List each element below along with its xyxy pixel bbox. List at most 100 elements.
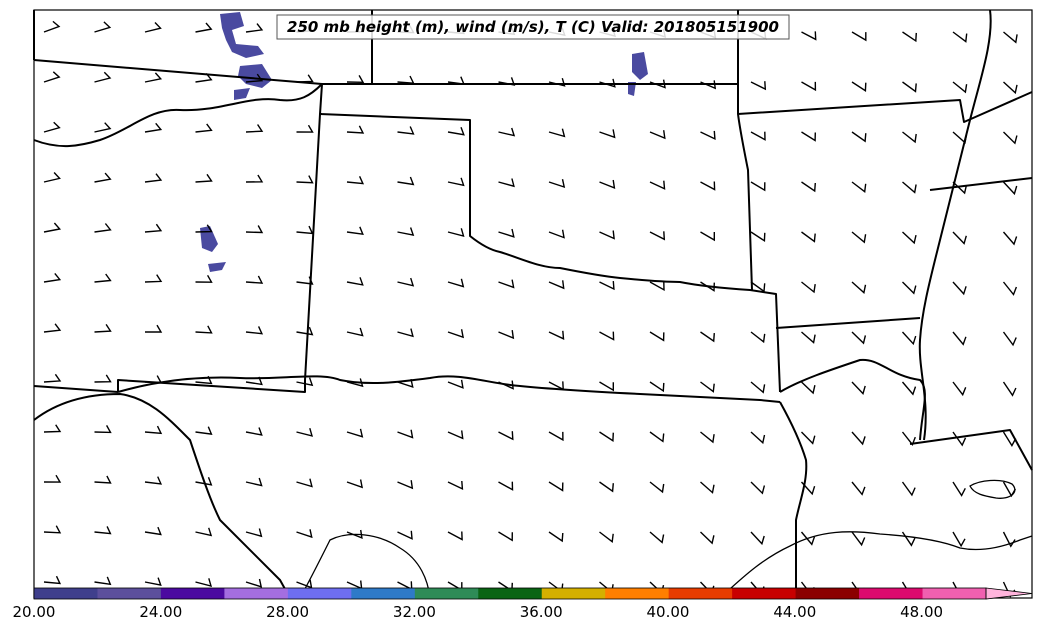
wind-barb xyxy=(447,76,466,85)
wind-barb xyxy=(498,77,516,86)
wind-barb xyxy=(144,274,163,283)
wind-barb xyxy=(700,481,715,494)
wind-barb xyxy=(548,128,566,138)
wind-barb xyxy=(296,124,314,133)
wind-barb xyxy=(851,431,866,446)
wind-barb xyxy=(800,531,816,546)
wind-barb xyxy=(599,281,615,291)
wind-barb xyxy=(43,121,61,133)
wind-barb xyxy=(750,81,767,91)
wind-barb xyxy=(952,81,968,94)
wind-barb xyxy=(498,330,515,340)
wind-barb xyxy=(397,429,414,439)
colorbar xyxy=(33,587,1033,600)
wind-barb xyxy=(296,377,314,387)
wind-barb xyxy=(1002,431,1017,448)
wind-barb xyxy=(700,130,716,141)
wind-barb xyxy=(700,80,717,90)
map-panel xyxy=(34,10,1032,598)
wind-barb xyxy=(649,331,665,342)
wind-barb xyxy=(1002,381,1017,397)
wind-barb xyxy=(801,31,817,41)
wind-barb xyxy=(649,381,665,393)
map-title: 250 mb height (m), wind (m/s), T (C) Val… xyxy=(287,18,779,36)
wind-barb xyxy=(750,131,766,141)
wind-barb xyxy=(801,281,816,294)
wind-barb xyxy=(548,179,566,189)
colorbar-segment xyxy=(34,588,98,599)
colorbar-segment xyxy=(97,588,162,599)
wind-barb xyxy=(296,326,314,336)
wind-barb xyxy=(750,281,766,293)
wind-barb xyxy=(296,276,314,285)
wind-barb xyxy=(700,531,715,545)
wind-barb xyxy=(851,181,867,193)
wind-barb xyxy=(851,131,867,143)
wind-barb xyxy=(346,378,364,388)
wind-barb xyxy=(195,22,213,33)
wind-barb xyxy=(902,231,917,245)
wind-barb xyxy=(599,179,616,189)
wind-barb xyxy=(245,528,263,538)
wind-barb xyxy=(801,381,816,395)
wind-barb xyxy=(801,181,816,193)
wind-barb xyxy=(94,374,112,383)
wind-barb xyxy=(447,177,465,187)
wind-barb xyxy=(700,381,715,393)
wind-barb xyxy=(195,123,213,133)
wind-barb xyxy=(144,577,162,587)
wind-barb xyxy=(43,71,61,83)
wind-barb xyxy=(901,531,916,547)
wind-barb xyxy=(498,531,513,542)
colorbar-segment xyxy=(859,588,924,599)
wind-barb xyxy=(952,431,967,447)
wind-barb xyxy=(851,281,867,295)
wind-barb xyxy=(548,381,564,391)
wind-barb xyxy=(851,531,866,547)
wind-barb xyxy=(43,373,62,383)
oklahoma-kansas-line xyxy=(117,113,322,393)
wind-barb xyxy=(901,481,916,497)
wind-barb xyxy=(144,173,163,183)
wind-barb xyxy=(498,127,516,137)
colorbar-tick-label: 48.00 xyxy=(900,603,943,621)
wind-barb xyxy=(801,431,816,445)
wind-barb xyxy=(649,130,666,140)
wind-barb xyxy=(649,531,665,544)
shading-blob xyxy=(628,82,636,96)
mississippi-river xyxy=(918,9,992,441)
wind-barb xyxy=(397,176,415,186)
wind-barb xyxy=(346,176,365,185)
wind-barb xyxy=(801,131,816,142)
wind-barb xyxy=(1003,81,1018,95)
wind-barb xyxy=(346,75,365,84)
wind-barb xyxy=(548,280,565,290)
wind-barb xyxy=(801,231,816,243)
colorbar-tick-label: 40.00 xyxy=(647,603,690,621)
wind-barb xyxy=(145,324,163,333)
wind-barb xyxy=(195,325,213,334)
wind-barb xyxy=(245,225,264,234)
colorbar-tick-label: 44.00 xyxy=(773,603,816,621)
colorbar-segment xyxy=(478,588,543,599)
wind-barb xyxy=(94,273,112,283)
colorbar-segment xyxy=(541,588,606,599)
wind-barb xyxy=(245,578,263,588)
wind-barb xyxy=(245,427,263,436)
colorbar-segment xyxy=(668,588,733,599)
wind-barb xyxy=(447,228,465,237)
missouri-south-line xyxy=(737,91,1033,123)
colorbar-ticks: 20.00 24.00 28.00 32.00 36.00 40.00 44.00 48.00 xyxy=(13,603,944,621)
wind-barb xyxy=(902,81,917,93)
wind-barb xyxy=(447,430,464,440)
wind-barb xyxy=(599,481,614,493)
mississippi-east-line xyxy=(929,177,1033,191)
wind-barb xyxy=(1002,281,1018,296)
wind-barb xyxy=(144,122,163,133)
wind-barb xyxy=(851,481,866,496)
wind-barb xyxy=(346,529,363,539)
wind-barb xyxy=(245,124,264,133)
wind-barb xyxy=(1002,181,1018,196)
wind-barb xyxy=(346,125,365,134)
shading-blob xyxy=(200,226,218,252)
